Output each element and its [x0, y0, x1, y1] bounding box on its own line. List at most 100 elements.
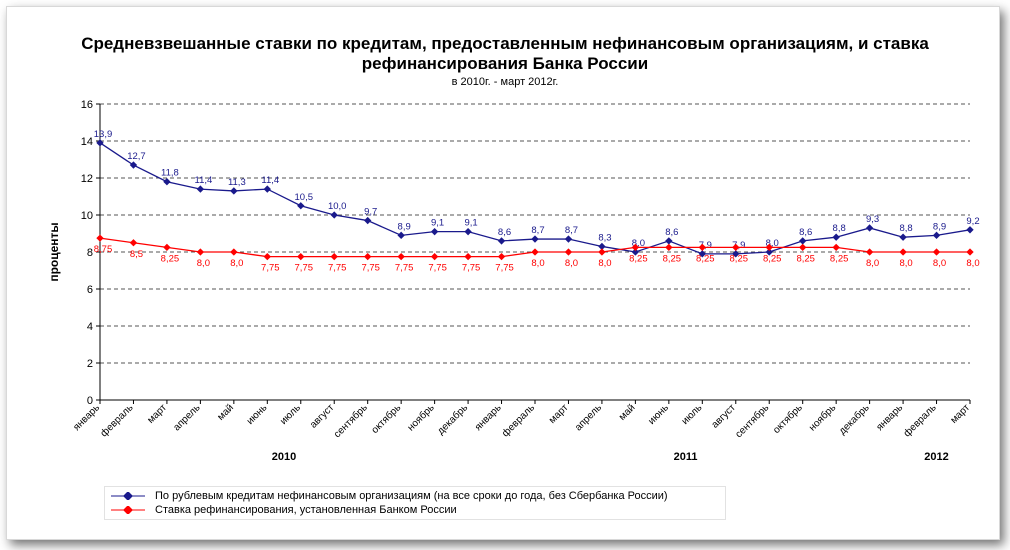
data-label: 8,25 — [696, 253, 715, 264]
data-label: 7,9 — [699, 240, 712, 251]
data-label: 8,8 — [899, 223, 912, 234]
data-label: 8,0 — [899, 258, 912, 269]
x-tick-label: май — [617, 402, 638, 423]
year-label: 2010 — [272, 451, 296, 463]
data-label: 8,0 — [230, 258, 243, 269]
data-label: 7,75 — [295, 263, 314, 274]
y-tick-label: 14 — [81, 136, 93, 148]
data-point — [297, 252, 305, 261]
x-tick-label: декабрь — [836, 402, 871, 437]
data-point — [732, 243, 740, 252]
data-point — [899, 248, 907, 256]
data-point — [230, 248, 238, 256]
data-label: 9,3 — [866, 214, 879, 225]
data-label: 8,9 — [933, 221, 946, 232]
data-label: 7,75 — [462, 263, 481, 274]
data-point — [430, 227, 439, 236]
data-label: 10,0 — [328, 201, 347, 212]
data-label: 9,1 — [464, 218, 477, 229]
y-tick-label: 12 — [81, 173, 93, 185]
data-point — [497, 237, 506, 245]
data-label: 9,7 — [364, 207, 377, 218]
data-point — [330, 211, 338, 219]
data-point — [531, 235, 539, 243]
legend-marker-loan-rates — [111, 492, 145, 500]
data-label: 13,9 — [94, 129, 113, 140]
data-label: 7,75 — [361, 263, 380, 274]
x-tick-label: май — [215, 402, 236, 423]
data-point — [865, 248, 874, 256]
data-label: 8,25 — [830, 253, 849, 264]
data-point — [196, 185, 205, 193]
data-point — [966, 248, 974, 256]
data-point — [932, 248, 941, 256]
data-label: 8,25 — [763, 253, 782, 264]
data-label: 7,9 — [732, 240, 745, 251]
data-point — [799, 243, 807, 252]
data-point — [598, 242, 606, 251]
data-label: 11,8 — [161, 168, 179, 179]
x-tick-label: апрель — [172, 402, 203, 433]
chart-subtitle: в 2010г. - март 2012г. — [451, 76, 559, 88]
data-label: 8,9 — [398, 221, 411, 232]
data-label: 7,75 — [495, 263, 514, 274]
y-tick-label: 8 — [87, 247, 93, 259]
data-point — [799, 237, 807, 245]
data-label: 8,7 — [531, 225, 544, 236]
data-point — [364, 252, 372, 261]
x-tick-label: февраль — [901, 402, 939, 440]
x-tick-label: август — [710, 402, 739, 431]
data-point — [564, 235, 573, 243]
legend-label-loan-rates: По рублевым кредитам нефинансовым органи… — [155, 490, 668, 502]
data-point — [966, 226, 974, 234]
data-point — [765, 248, 773, 256]
data-label: 10,5 — [295, 192, 314, 203]
data-point — [564, 248, 573, 256]
data-point — [196, 248, 205, 256]
data-label: 8,0 — [598, 258, 611, 269]
x-tick-label: март — [949, 402, 973, 426]
data-point — [230, 187, 238, 195]
data-label: 8,25 — [730, 253, 749, 264]
x-tick-label: октябрь — [770, 402, 804, 436]
data-label: 8,6 — [799, 227, 812, 238]
x-tick-label: ноябрь — [806, 402, 838, 434]
data-label: 8,7 — [565, 225, 578, 236]
x-tick-label: март — [145, 402, 169, 426]
x-tick-label: октябрь — [369, 402, 403, 436]
data-label: 11,3 — [228, 177, 246, 188]
data-point — [297, 202, 305, 210]
data-point — [263, 185, 271, 193]
x-tick-label: июнь — [245, 402, 270, 427]
data-label: 7,75 — [261, 263, 280, 274]
data-label: 8,25 — [796, 253, 815, 264]
y-tick-label: 0 — [87, 395, 93, 407]
legend-marker-refinancing-rate — [111, 506, 145, 514]
data-point — [430, 252, 439, 261]
x-tick-label: апрель — [573, 402, 604, 433]
year-label: 2011 — [674, 451, 698, 463]
data-point — [96, 139, 104, 147]
y-tick-label: 10 — [81, 210, 93, 222]
data-point — [631, 243, 640, 252]
x-tick-label: декабрь — [435, 402, 470, 437]
data-label: 8,25 — [629, 253, 648, 264]
data-label: 8,5 — [130, 249, 143, 260]
legend-item-loan-rates: По рублевым кредитам нефинансовым органи… — [111, 489, 668, 503]
x-tick-label: ноябрь — [405, 402, 437, 434]
x-tick-label: февраль — [98, 402, 136, 440]
data-label: 8,0 — [632, 238, 645, 249]
data-point — [598, 248, 606, 256]
data-point — [497, 252, 506, 261]
data-label: 8,0 — [197, 258, 210, 269]
data-label: 8,25 — [161, 253, 180, 264]
y-tick-label: 16 — [81, 99, 93, 111]
data-label: 8,0 — [966, 258, 979, 269]
x-tick-label: февраль — [499, 402, 537, 440]
data-point — [698, 250, 706, 258]
legend-item-refinancing-rate: Ставка рефинансирования, установленная Б… — [111, 503, 457, 517]
data-point — [732, 250, 740, 258]
data-point — [397, 231, 405, 240]
x-tick-label: сентябрь — [733, 402, 772, 441]
